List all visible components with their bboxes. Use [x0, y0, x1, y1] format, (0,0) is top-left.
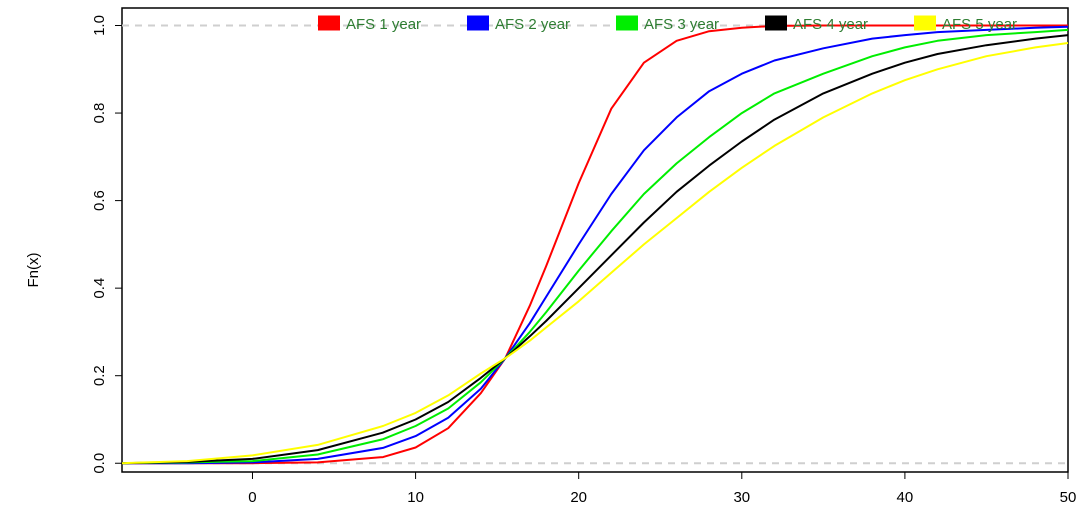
y-tick-label: 0.4	[91, 278, 108, 299]
x-tick-label: 0	[248, 489, 256, 506]
legend-swatch-3	[616, 15, 638, 31]
y-tick-label: 0.8	[91, 103, 108, 124]
legend-swatch-5	[914, 15, 936, 31]
y-axis-title: Fn(x)	[25, 253, 42, 288]
x-tick-label: 50	[1060, 489, 1077, 506]
legend-label-3: AFS 3 year	[644, 16, 719, 33]
y-tick-label: 0.6	[91, 190, 108, 211]
x-tick-label: 10	[407, 489, 424, 506]
legend-swatch-4	[765, 15, 787, 31]
y-tick-label: 1.0	[91, 15, 108, 36]
legend-label-1: AFS 1 year	[346, 16, 421, 33]
series-line-1	[122, 24, 1068, 465]
series-line-2	[122, 25, 1069, 465]
y-tick-label: 0.2	[91, 365, 108, 386]
legend-swatch-1	[318, 15, 340, 31]
series-line-4	[121, 34, 1069, 465]
x-tick-label: 30	[733, 489, 750, 506]
x-tick-label: 20	[570, 489, 587, 506]
legend-label-4: AFS 4 year	[793, 16, 868, 33]
legend-label-2: AFS 2 year	[495, 16, 570, 33]
series-line-5	[121, 42, 1069, 465]
legend-swatch-2	[467, 15, 489, 31]
plot-frame	[121, 7, 1069, 473]
legend-label-5: AFS 5 year	[942, 16, 1017, 33]
y-tick-label: 0.0	[91, 453, 108, 474]
x-tick-label: 40	[897, 489, 914, 506]
series-line-3	[121, 28, 1069, 465]
